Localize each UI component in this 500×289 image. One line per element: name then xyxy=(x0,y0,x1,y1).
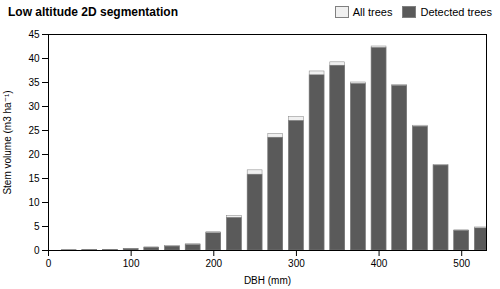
svg-text:0: 0 xyxy=(34,245,40,256)
svg-text:45: 45 xyxy=(28,29,40,40)
html-text:Detected trees: Detected trees xyxy=(420,6,492,18)
svg-text:100: 100 xyxy=(123,258,140,269)
svg-text:35: 35 xyxy=(28,77,40,88)
svg-text:20: 20 xyxy=(28,149,40,160)
svg-text:300: 300 xyxy=(288,258,305,269)
svg-text:15: 15 xyxy=(28,173,40,184)
svg-text:10: 10 xyxy=(28,197,40,208)
html-text:All trees: All trees xyxy=(352,6,393,18)
html-text:Low altitude 2D segmentation: Low altitude 2D segmentation xyxy=(8,5,178,19)
svg-text:500: 500 xyxy=(453,258,470,269)
svg-text:DBH (mm): DBH (mm) xyxy=(244,275,291,286)
svg-text:0: 0 xyxy=(46,258,52,269)
svg-text:5: 5 xyxy=(34,221,40,232)
svg-text:Stem volume (m3 ha⁻¹): Stem volume (m3 ha⁻¹) xyxy=(2,90,13,194)
svg-text:30: 30 xyxy=(28,101,40,112)
svg-text:200: 200 xyxy=(205,258,222,269)
svg-text:25: 25 xyxy=(28,125,40,136)
svg-text:400: 400 xyxy=(371,258,388,269)
svg-text:40: 40 xyxy=(28,53,40,64)
